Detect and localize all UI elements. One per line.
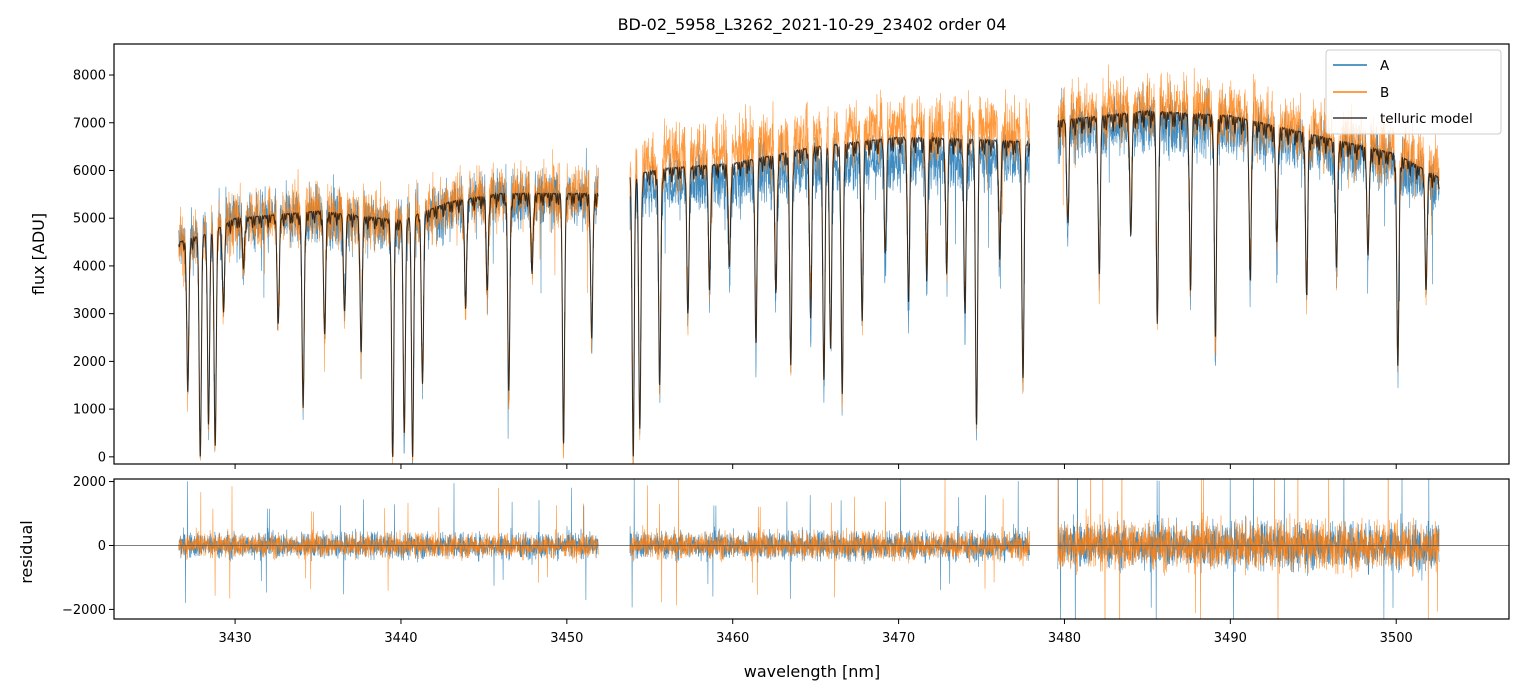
- flux-y-ticks: 0 1000 2000 3000 4000 5000 6000 7000 8000: [73, 69, 114, 465]
- y-tick-label: 0: [98, 450, 106, 465]
- flux-x-ticks: [234, 464, 1397, 469]
- x-tick-label: 3480: [1048, 631, 1081, 646]
- residual-series-b-seg0: [178, 486, 599, 599]
- x-tick-label: 3470: [882, 631, 915, 646]
- x-tick-label: 3450: [550, 631, 583, 646]
- flux-series-telluric-model-seg2: [1057, 109, 1440, 366]
- y-tick-label: 2000: [73, 355, 106, 370]
- y-tick-label: 0: [98, 539, 106, 554]
- x-tick-label: 3460: [716, 631, 749, 646]
- flux-series-telluric-model-seg1: [629, 136, 1031, 457]
- x-tick-label: 3430: [219, 631, 252, 646]
- y-tick-label: 3000: [73, 307, 106, 322]
- flux-series-b-seg0: [178, 149, 599, 464]
- y-tick-label: 5000: [73, 212, 106, 227]
- flux-series-telluric-model-seg0: [178, 191, 599, 457]
- chart-title: BD-02_5958_L3262_2021-10-29_23402 order …: [618, 15, 1007, 35]
- residual-x-ticks: 3430 3440 3450 3460 3470 3480 3490 3500: [219, 619, 1413, 646]
- legend-label-telluric: telluric model: [1380, 111, 1473, 127]
- flux-y-axis-label: flux [ADU]: [29, 213, 48, 295]
- x-tick-label: 3490: [1214, 631, 1247, 646]
- flux-panel: 0 1000 2000 3000 4000 5000 6000 7000 8000 flux […: [29, 43, 1510, 469]
- y-tick-label: 4000: [73, 259, 106, 274]
- legend-label-a: A: [1380, 58, 1390, 74]
- legend-label-b: B: [1380, 85, 1389, 101]
- y-tick-label: −2000: [62, 603, 106, 618]
- y-tick-label: 2000: [73, 475, 106, 490]
- residual-series-b-seg2: [1057, 479, 1440, 619]
- legend-box: [1325, 49, 1502, 135]
- y-tick-label: 8000: [73, 69, 106, 84]
- y-tick-label: 7000: [73, 116, 106, 131]
- y-tick-label: 6000: [73, 164, 106, 179]
- residual-axes-frame: [113, 478, 1510, 620]
- x-tick-label: 3500: [1380, 631, 1413, 646]
- x-axis-label: wavelength [nm]: [744, 662, 881, 681]
- legend: A B telluric model: [1325, 49, 1502, 135]
- flux-plot-area: [178, 64, 1440, 464]
- residual-plot-area: [114, 479, 1509, 619]
- flux-axes-frame: [113, 43, 1510, 465]
- y-tick-label: 1000: [73, 403, 106, 418]
- x-tick-label: 3440: [384, 631, 417, 646]
- residual-y-axis-label: residual: [17, 520, 36, 583]
- residual-y-ticks: −2000 0 2000: [62, 475, 114, 618]
- residual-series-b-seg1: [629, 479, 1030, 606]
